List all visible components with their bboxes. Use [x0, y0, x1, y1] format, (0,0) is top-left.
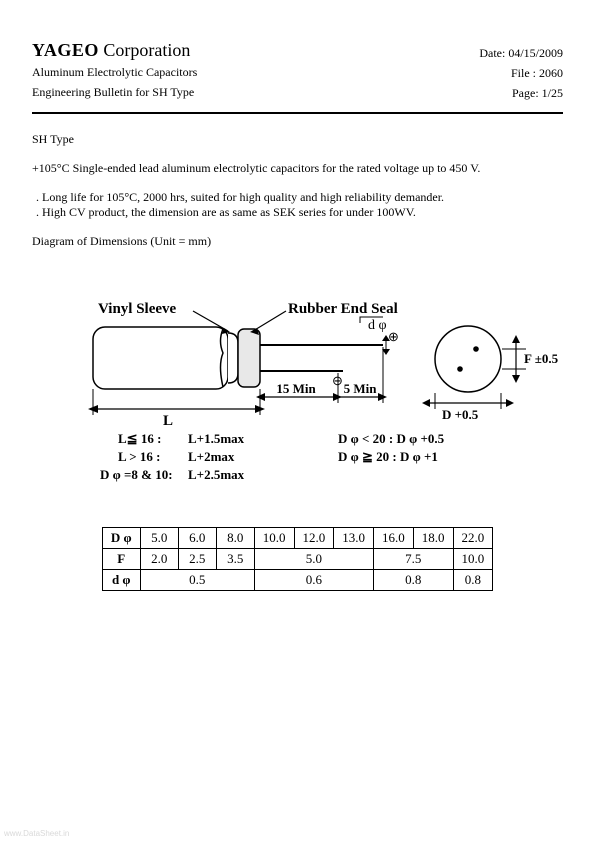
L-gt-16-val: L+2max: [188, 449, 235, 464]
D-lt-20: D φ < 20 : D φ +0.5: [338, 431, 445, 446]
table-row-D: D φ 5.0 6.0 8.0 10.0 12.0 13.0 16.0 18.0…: [102, 528, 493, 549]
L-label: L: [162, 413, 172, 429]
D-8-10-val: L+2.5max: [188, 467, 245, 482]
description: +105°C Single-ended lead aluminum electr…: [32, 161, 563, 176]
minus-icon: ⊖: [332, 373, 343, 388]
section-title: SH Type: [32, 132, 563, 147]
subtitle-1: Aluminum Electrolytic Capacitors: [32, 63, 197, 81]
d-phi-label: d φ: [368, 318, 387, 333]
header-left: YAGEO Corporation Aluminum Electrolytic …: [32, 40, 197, 102]
D-ge-20: D φ ≧ 20 : D φ +1: [338, 449, 438, 464]
dimension-diagram: ⊕ ⊖ Vinyl Sleeve Rubber End Seal d φ L 1…: [38, 289, 558, 519]
date: Date: 04/15/2009: [479, 44, 563, 62]
rubber-seal-label: Rubber End Seal: [288, 301, 398, 317]
bullet-2: High CV product, the dimension are as sa…: [32, 205, 563, 220]
L-le-16-val: L+1.5max: [188, 431, 245, 446]
page: Page: 1/25: [479, 84, 563, 102]
vinyl-sleeve-label: Vinyl Sleeve: [98, 301, 177, 317]
file: File : 2060: [479, 64, 563, 82]
header-right: Date: 04/15/2009 File : 2060 Page: 1/25: [479, 40, 563, 102]
L-gt-16: L > 16 :: [118, 449, 160, 464]
diagram-title: Diagram of Dimensions (Unit = mm): [32, 234, 563, 249]
row-label-d: d φ: [102, 570, 140, 591]
subtitle-2: Engineering Bulletin for SH Type: [32, 83, 197, 101]
len-15: 15 Min: [276, 381, 316, 396]
table-row-d: d φ 0.5 0.6 0.8 0.8: [102, 570, 493, 591]
brand: YAGEO: [32, 40, 99, 60]
bullet-1: Long life for 105°C, 2000 hrs, suited fo…: [32, 190, 563, 205]
dimensions-table: D φ 5.0 6.0 8.0 10.0 12.0 13.0 16.0 18.0…: [102, 527, 494, 591]
row-label-F: F: [102, 549, 140, 570]
divider: [32, 112, 563, 114]
D-8-10: D φ =8 & 10:: [100, 467, 173, 482]
bullet-list: Long life for 105°C, 2000 hrs, suited fo…: [32, 190, 563, 220]
watermark: www.DataSheet.in: [4, 829, 69, 838]
plus-icon: ⊕: [388, 329, 399, 344]
len-5: 5 Min: [343, 381, 377, 396]
D-tol: D +0.5: [442, 407, 479, 422]
F-tol: F ±0.5: [524, 351, 558, 366]
corp: Corporation: [103, 40, 190, 60]
table-row-F: F 2.0 2.5 3.5 5.0 7.5 10.0: [102, 549, 493, 570]
company-name: YAGEO Corporation: [32, 40, 197, 61]
header: YAGEO Corporation Aluminum Electrolytic …: [32, 40, 563, 102]
row-label-D: D φ: [102, 528, 140, 549]
L-le-16: L≦ 16 :: [118, 431, 161, 446]
